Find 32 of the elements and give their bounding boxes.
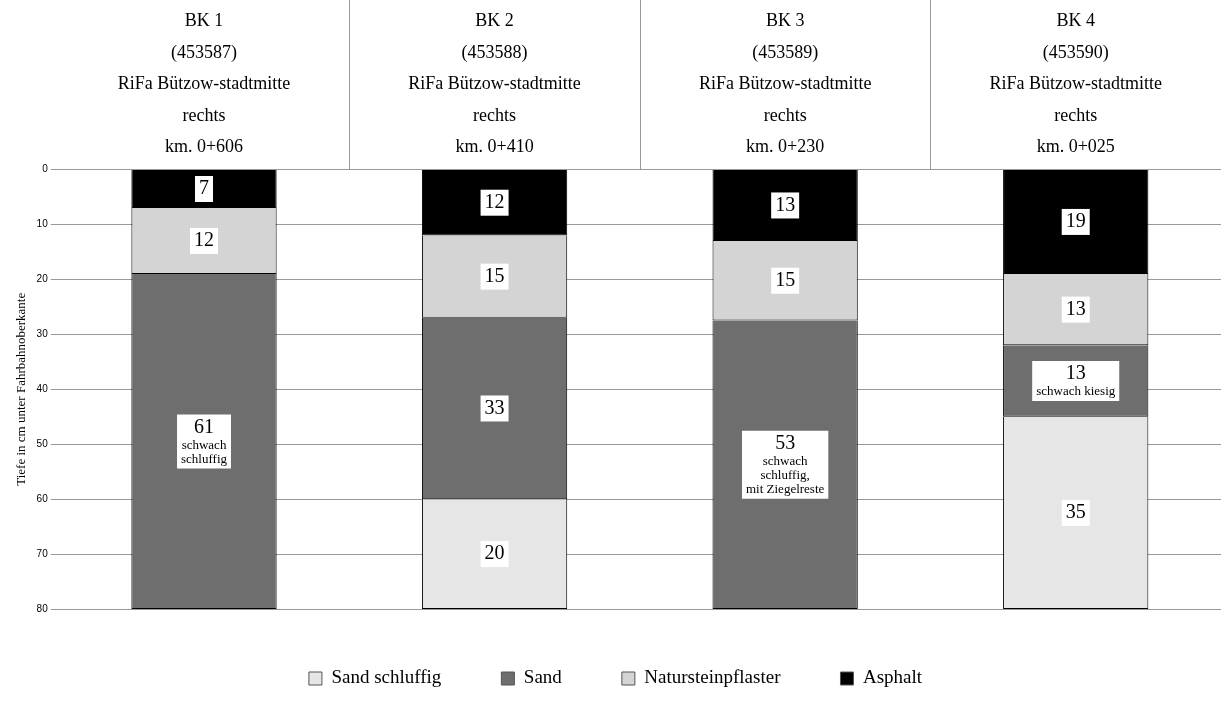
data-label: 13 <box>1065 296 1086 319</box>
y-tick-label: 70 <box>36 547 49 559</box>
y-tick-label: 40 <box>36 383 49 394</box>
legend-label: Asphalt <box>862 666 923 688</box>
x-tick-label: BK 2 (453588) RiFa Bützow-stadtmitte rechts km. 0+410 <box>408 10 581 157</box>
data-label: 19 <box>1065 209 1086 232</box>
y-tick-label: 20 <box>36 273 49 285</box>
y-tick-label: 10 <box>36 218 49 230</box>
x-tick-label: BK 3 (453589) RiFa Bützow-stadtmitte rechts km. 0+230 <box>698 10 872 157</box>
data-label: 61 schwach schluffig <box>181 414 228 466</box>
x-tick-label: BK 4 (453590) RiFa Bützow-stadtmitte rechts km. 0+025 <box>989 10 1162 157</box>
data-label: 13 schwach kiesig <box>1036 361 1116 399</box>
data-label: 15 <box>775 268 796 290</box>
y-axis-title: Tiefe in cm unter Fahrbahnoberkante <box>13 292 29 486</box>
data-label: 35 <box>1065 500 1086 523</box>
y-tick-label: 50 <box>36 437 49 449</box>
legend-label: Sand <box>523 666 563 688</box>
y-tick-label: 60 <box>36 492 49 504</box>
y-tick-label: 30 <box>36 328 49 340</box>
data-label: 20 <box>484 541 505 564</box>
data-label: 7 <box>199 176 210 199</box>
x-tick-label: BK 1 (453587) RiFa Bützow-stadtmitte rechts km. 0+606 <box>117 10 291 157</box>
y-tick-label: 0 <box>42 163 49 175</box>
data-label: 33 <box>484 395 505 418</box>
y-tick-label: 80 <box>36 602 49 614</box>
data-label: 13 <box>775 192 796 215</box>
data-label: 15 <box>484 263 505 286</box>
data-label: 53 schwach schluffig, mit Ziegelreste <box>745 431 825 497</box>
legend-label: Natursteinpflaster <box>644 666 782 688</box>
data-label: 12 <box>484 189 505 212</box>
data-label: 12 <box>194 228 215 251</box>
legend-label: Sand schluffig <box>331 666 442 688</box>
